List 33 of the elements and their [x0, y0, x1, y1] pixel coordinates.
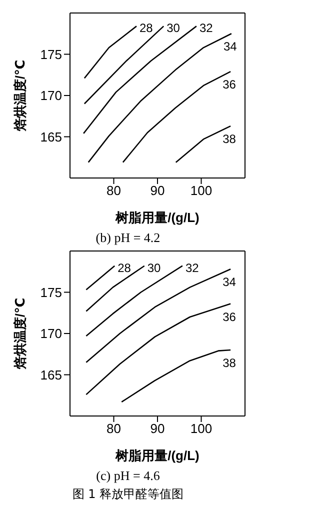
- series-label: 28: [140, 21, 154, 36]
- y-tick-label: 170: [40, 326, 62, 342]
- y-tick-label: 165: [40, 129, 62, 144]
- series-label: 30: [147, 260, 162, 275]
- series-label: 28: [118, 260, 132, 275]
- series-label: 36: [222, 310, 236, 324]
- series-label: 34: [222, 275, 236, 290]
- text: (b) pH = 4.2: [94, 230, 162, 246]
- text: (c) pH = 4.6: [95, 468, 161, 484]
- series-label: 38: [222, 356, 236, 370]
- y-tick-label: 175: [40, 46, 62, 62]
- caption: 图 1 释放甲醛等值图: [71, 486, 185, 503]
- series-label: 32: [199, 21, 214, 36]
- y-tick-label: 170: [40, 88, 62, 104]
- y-axis-title: 焙烘温度/℃: [12, 60, 28, 132]
- x-axis-title: 树脂用量/(g/L): [114, 448, 200, 463]
- x-tick-label: 90: [150, 183, 165, 198]
- series-label: 32: [185, 260, 200, 275]
- x-tick-label: 80: [106, 421, 121, 436]
- x-tick-label: 90: [150, 421, 165, 436]
- y-tick-label: 165: [40, 367, 62, 382]
- y-tick-label: 175: [40, 284, 62, 300]
- series-label: 30: [166, 21, 180, 36]
- y-axis-title: 焙烘温度/℃: [12, 298, 28, 370]
- line-series: [86, 265, 184, 337]
- x-axis-title: 树脂用量/(g/L): [114, 210, 200, 225]
- x-tick-label: 100: [190, 421, 212, 436]
- x-tick-label: 100: [190, 183, 212, 198]
- series-label: 36: [222, 78, 236, 92]
- line-series: [82, 26, 198, 134]
- x-tick-label: 80: [106, 183, 121, 198]
- series-label: 38: [222, 132, 236, 146]
- series-label: 34: [223, 40, 238, 54]
